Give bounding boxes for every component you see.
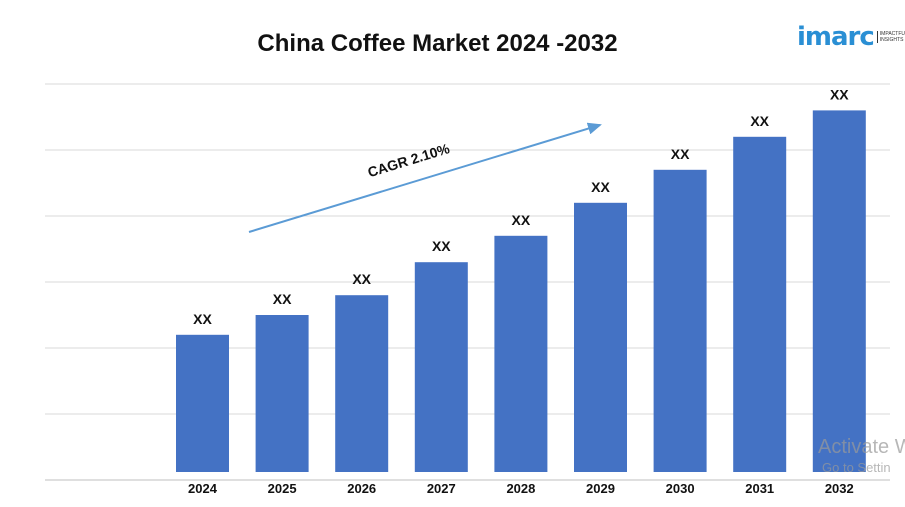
data-label-2024: XX — [193, 311, 212, 327]
logo-text: imarc — [797, 22, 875, 52]
chart-title: China Coffee Market 2024 -2032 — [257, 30, 618, 57]
imarc-logo: imarc IMPACTFUL INSIGHTS — [797, 22, 905, 52]
bar-2028 — [494, 235, 548, 472]
data-label-2025: XX — [273, 291, 292, 307]
data-label-2027: XX — [432, 238, 451, 254]
x-tick-2027: 2027 — [427, 481, 456, 496]
data-label-2028: XX — [512, 212, 531, 228]
x-tick-2029: 2029 — [586, 481, 615, 496]
data-label-2030: XX — [671, 146, 690, 162]
x-tick-2028: 2028 — [506, 481, 535, 496]
logo-tagline: IMPACTFUL INSIGHTS — [876, 31, 905, 43]
watermark-line1: Activate W — [818, 436, 905, 458]
bar-2031 — [733, 136, 787, 473]
x-tick-2030: 2030 — [666, 481, 695, 496]
bar-2027 — [414, 262, 468, 472]
data-label-2026: XX — [352, 271, 371, 287]
watermark-line2: Go to Settin — [822, 460, 891, 475]
data-label-2031: XX — [750, 113, 769, 129]
x-tick-2026: 2026 — [347, 481, 376, 496]
bar-2025 — [255, 315, 309, 472]
x-tick-2032: 2032 — [825, 481, 854, 496]
data-label-2032: XX — [830, 86, 849, 102]
bar-2026 — [335, 295, 389, 472]
bar-2032 — [812, 110, 866, 473]
bar-2024 — [176, 334, 229, 472]
data-label-2029: XX — [591, 179, 610, 195]
x-tick-2025: 2025 — [268, 481, 297, 496]
bar-2030 — [653, 169, 707, 473]
cagr-arrow — [248, 122, 602, 233]
x-tick-2031: 2031 — [745, 481, 774, 496]
bar-2029 — [574, 202, 627, 473]
x-tick-2024: 2024 — [188, 481, 218, 496]
